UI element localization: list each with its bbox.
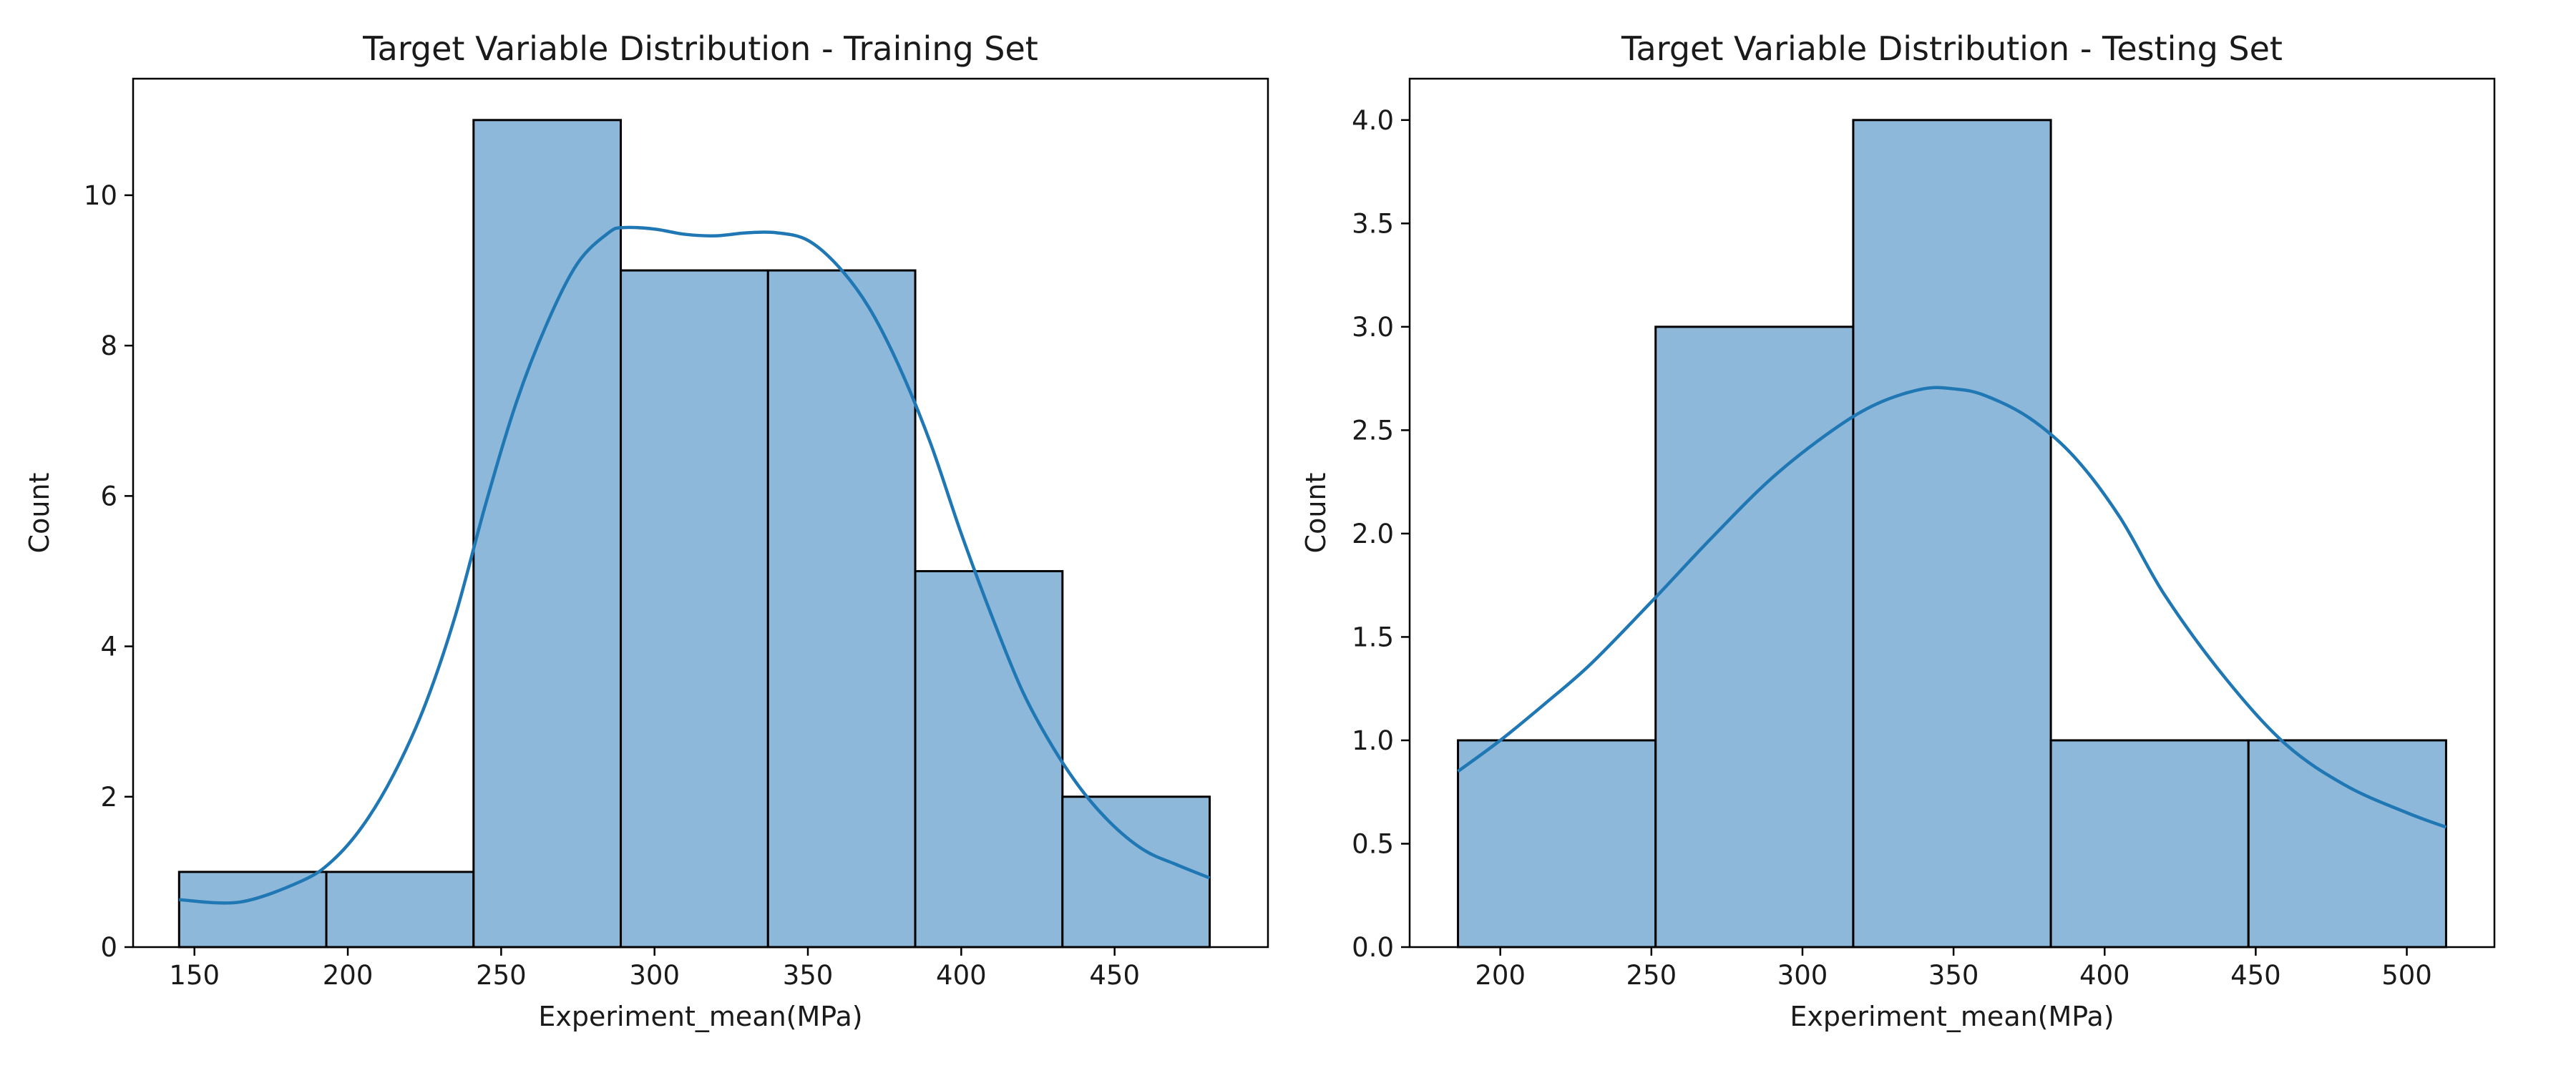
histogram-bar xyxy=(1457,739,1657,949)
x-tick-label: 300 xyxy=(1777,960,1828,991)
y-tick-label: 3.5 xyxy=(1352,208,1394,239)
x-axis-label: Experiment_mean(MPa) xyxy=(538,1001,862,1032)
kde-line xyxy=(1457,386,2447,829)
bars xyxy=(1457,119,2447,949)
x-tick-label: 450 xyxy=(1089,960,1140,991)
x-tick-label: 500 xyxy=(2381,960,2432,991)
y-axis-ticks: 0 2 4 6 8 10 xyxy=(84,180,133,963)
plot-frame xyxy=(1408,77,2496,949)
chart-title: Target Variable Distribution - Testing S… xyxy=(1621,29,2283,68)
histogram-bar xyxy=(2049,739,2250,949)
plot-frame xyxy=(132,77,1269,949)
histogram-bar xyxy=(472,119,623,949)
y-tick-label: 0.0 xyxy=(1352,932,1394,963)
histogram-bar xyxy=(1654,325,1855,949)
y-tick-label: 4 xyxy=(100,632,117,662)
x-tick-label: 300 xyxy=(629,960,680,991)
histogram-bar xyxy=(325,871,475,949)
x-tick-label: 200 xyxy=(1475,960,1526,991)
y-tick-label: 1.0 xyxy=(1352,725,1394,756)
x-tick-label: 450 xyxy=(2230,960,2281,991)
histogram-bar xyxy=(914,569,1064,949)
y-tick-label: 8 xyxy=(100,330,117,361)
kde-curve xyxy=(179,225,1211,905)
y-axis-ticks: 0.0 0.5 1.0 1.5 2.0 2.5 3.0 3.5 4.0 xyxy=(1352,105,1410,963)
y-tick-label: 4.0 xyxy=(1352,105,1394,136)
chart-title: Target Variable Distribution - Training … xyxy=(362,29,1038,68)
y-tick-label: 3.0 xyxy=(1352,312,1394,343)
training-histogram-panel: Target Variable Distribution - Training … xyxy=(24,29,1269,1032)
x-tick-label: 150 xyxy=(169,960,220,991)
y-tick-label: 6 xyxy=(100,481,117,511)
testing-histogram-panel: Target Variable Distribution - Testing S… xyxy=(1300,29,2496,1032)
histogram-bar xyxy=(1061,795,1211,949)
x-tick-label: 250 xyxy=(1626,960,1677,991)
x-tick-label: 200 xyxy=(323,960,374,991)
y-tick-label: 1.5 xyxy=(1352,622,1394,652)
histogram-bar xyxy=(2247,739,2447,949)
y-tick-label: 10 xyxy=(84,180,117,211)
x-axis-ticks: 150 200 250 300 350 400 450 xyxy=(169,947,1140,991)
y-tick-label: 2 xyxy=(100,782,117,813)
y-axis-label: Count xyxy=(1300,473,1332,554)
bars xyxy=(177,119,1211,949)
x-tick-label: 400 xyxy=(936,960,987,991)
histogram-bar xyxy=(1852,119,2052,949)
histogram-bar xyxy=(766,269,917,949)
y-tick-label: 2.0 xyxy=(1352,519,1394,549)
y-tick-label: 0.5 xyxy=(1352,828,1394,859)
x-axis-label: Experiment_mean(MPa) xyxy=(1790,1001,2114,1032)
x-axis-ticks: 200 250 300 350 400 450 500 xyxy=(1475,947,2432,991)
y-tick-label: 2.5 xyxy=(1352,415,1394,446)
x-tick-label: 250 xyxy=(476,960,527,991)
x-tick-label: 400 xyxy=(2079,960,2130,991)
histogram-bar xyxy=(620,269,769,949)
x-tick-label: 350 xyxy=(1928,960,1979,991)
y-axis-label: Count xyxy=(24,473,55,554)
kde-line xyxy=(179,225,1211,905)
x-tick-label: 350 xyxy=(783,960,834,991)
histogram-bar xyxy=(177,871,328,949)
y-tick-label: 0 xyxy=(100,932,117,963)
kde-curve xyxy=(1457,386,2447,829)
